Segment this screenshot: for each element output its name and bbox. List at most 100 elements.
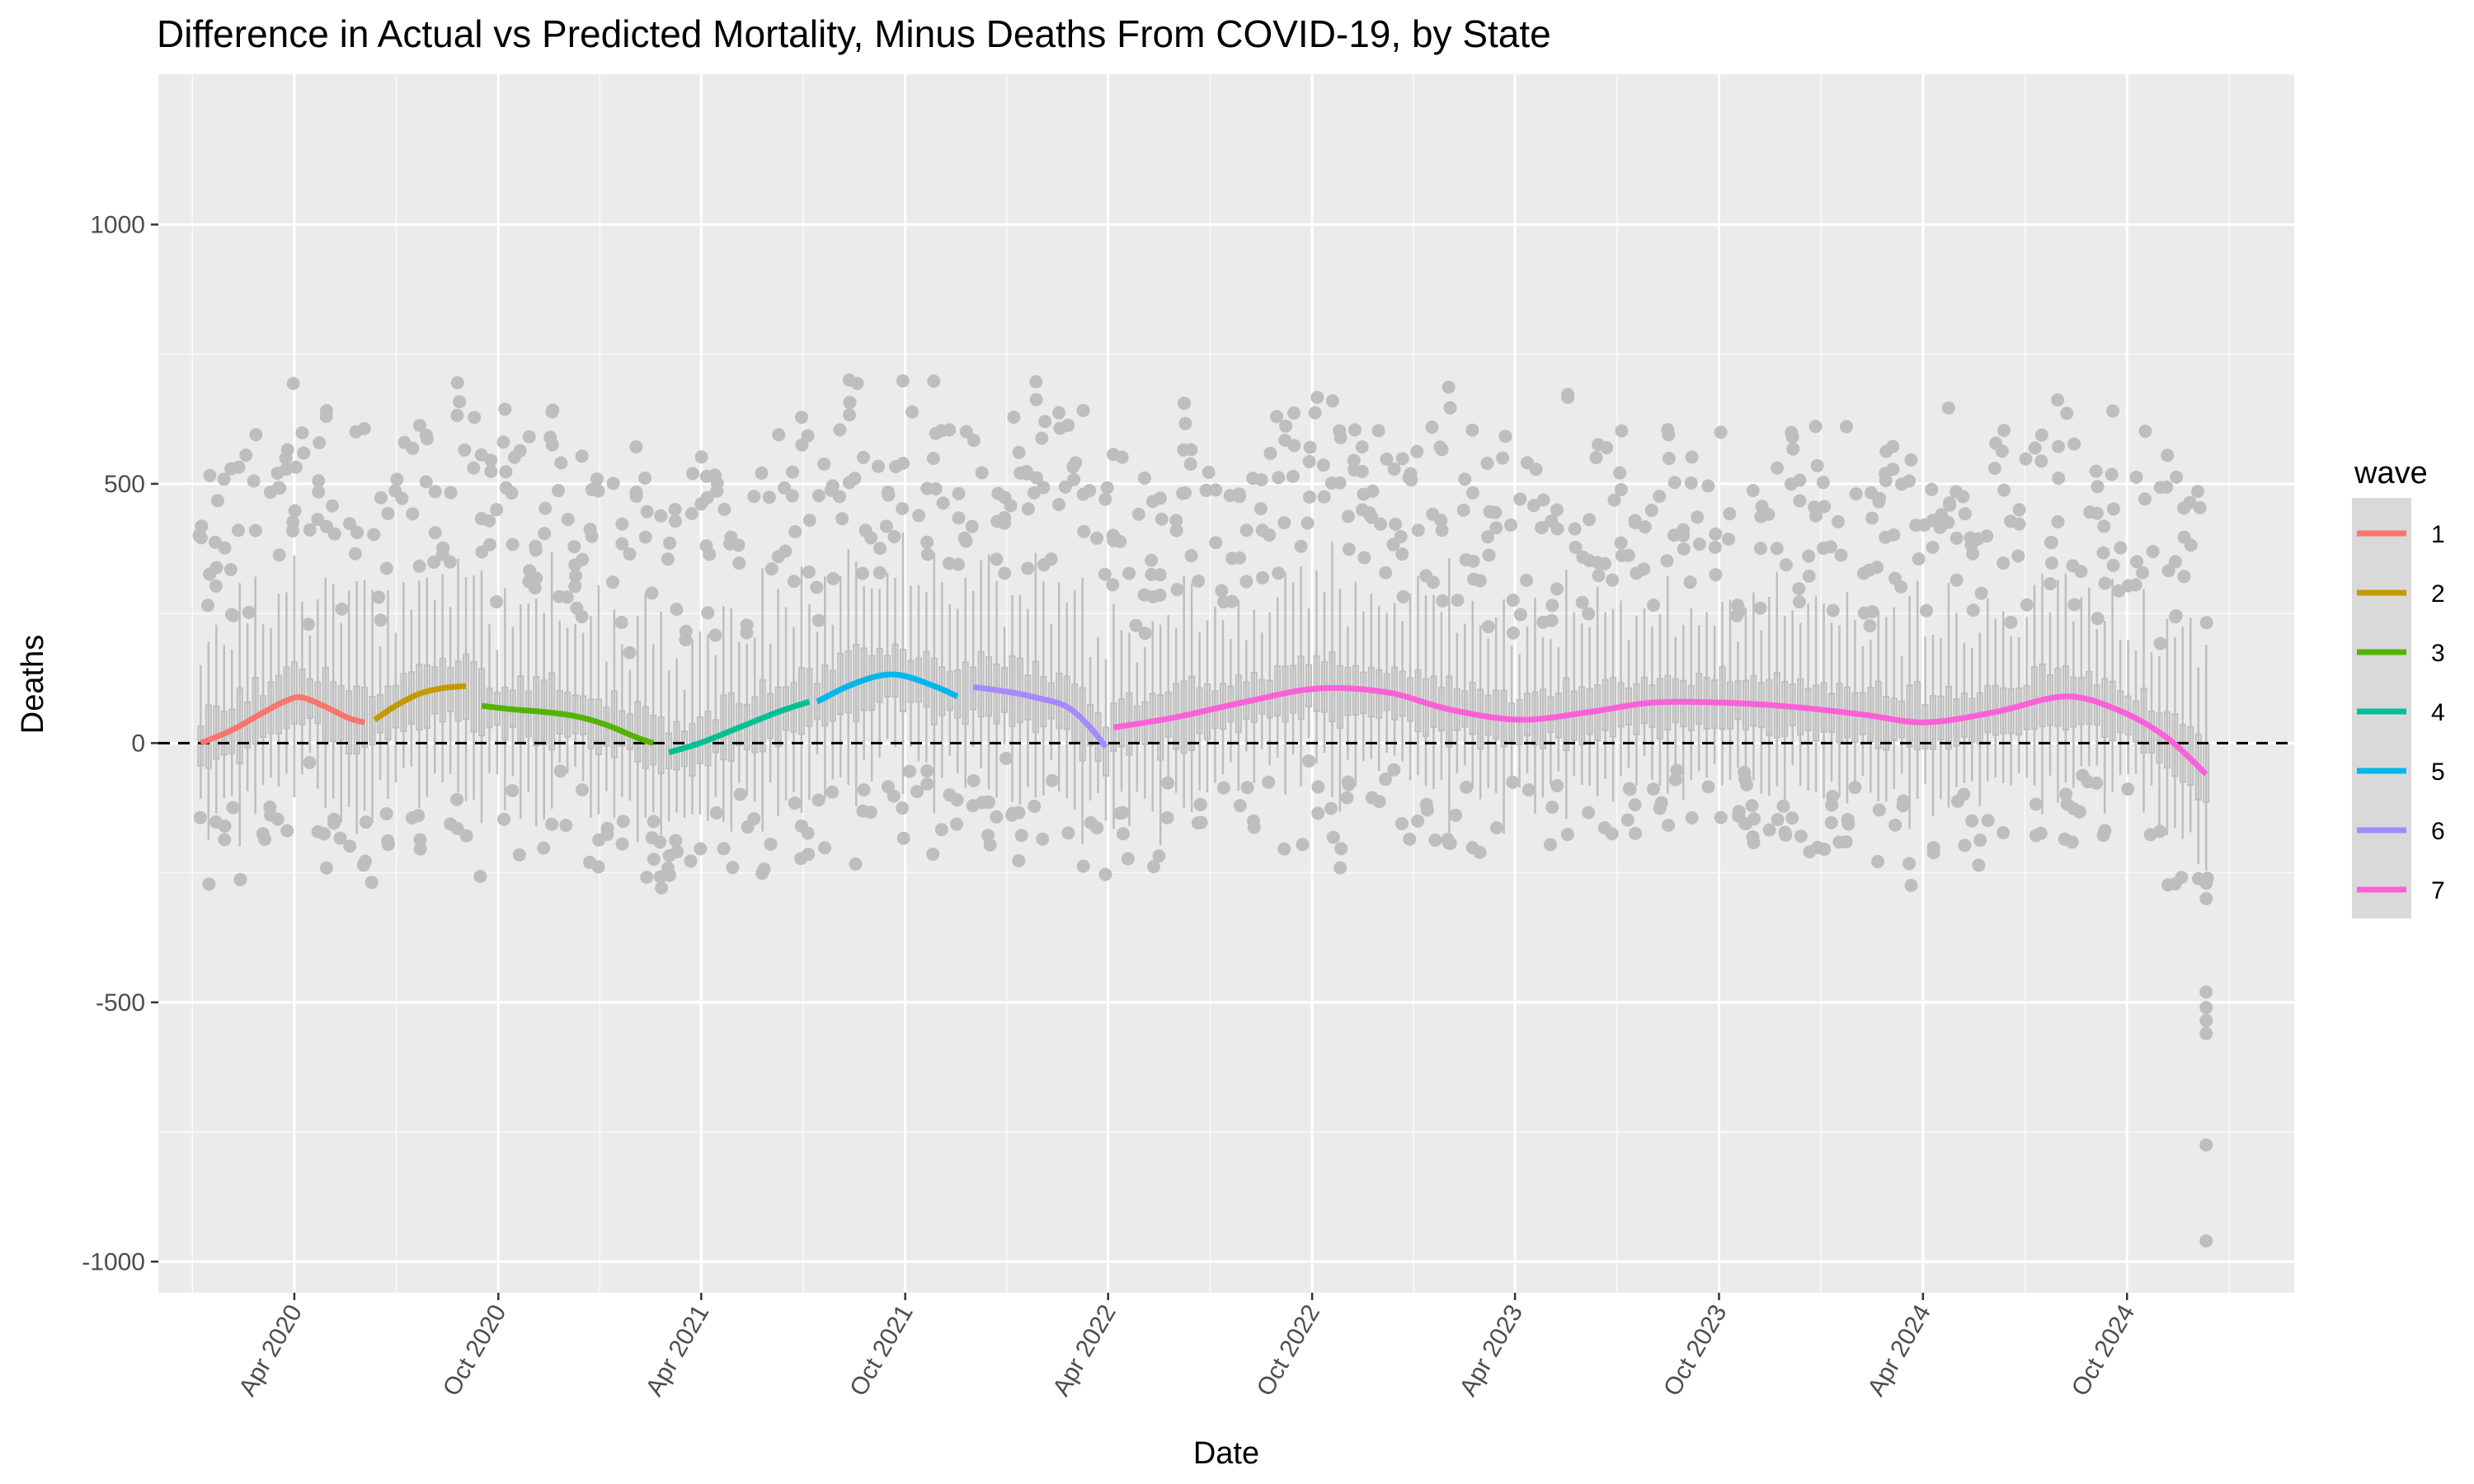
outlier-point <box>2067 598 2081 612</box>
outlier-point <box>1160 810 1174 824</box>
outlier-point <box>640 505 654 519</box>
outlier-point <box>2136 566 2150 580</box>
box-body <box>1602 679 1609 732</box>
outlier-point <box>670 845 684 859</box>
outlier-point <box>1152 849 1166 863</box>
outlier-point <box>1816 476 1830 490</box>
outlier-point <box>647 852 661 866</box>
outlier-point <box>1371 424 1385 438</box>
outlier-point <box>1263 446 1277 460</box>
box-body <box>1953 697 1960 747</box>
outlier-point <box>1778 825 1792 839</box>
outlier-point <box>419 428 433 442</box>
outlier-point <box>1848 781 1862 795</box>
outlier-point <box>1662 428 1676 442</box>
outlier-point <box>1333 424 1347 438</box>
outlier-point <box>1233 551 1247 565</box>
outlier-point <box>1886 463 1900 477</box>
outlier-point <box>614 615 628 629</box>
outlier-point <box>419 475 433 489</box>
outlier-point <box>413 833 427 847</box>
outlier-point <box>1966 547 1980 561</box>
box-body <box>2039 663 2046 728</box>
outlier-point <box>2193 500 2207 514</box>
outlier-point <box>1614 482 1628 496</box>
outlier-point <box>2028 441 2042 455</box>
outlier-point <box>249 428 263 442</box>
outlier-point <box>1504 518 1518 532</box>
outlier-point <box>818 841 832 855</box>
outlier-point <box>247 474 261 488</box>
outlier-point <box>1036 832 1050 846</box>
outlier-point <box>529 571 543 585</box>
y-tick-label: 1000 <box>90 211 145 238</box>
legend-key-background <box>2352 498 2411 918</box>
outlier-point <box>450 821 464 835</box>
outlier-point <box>910 785 924 799</box>
outlier-point <box>1129 618 1143 632</box>
outlier-point <box>559 819 573 833</box>
outlier-point <box>1302 454 1316 468</box>
outlier-point <box>1045 773 1059 787</box>
outlier-point <box>312 474 326 488</box>
outlier-point <box>1607 493 1621 507</box>
outlier-point <box>1522 783 1536 797</box>
outlier-point <box>218 819 232 833</box>
box-body <box>673 721 680 771</box>
outlier-point <box>835 512 849 526</box>
outlier-point <box>833 423 847 437</box>
outlier-point <box>912 509 926 523</box>
outlier-point <box>1169 524 1183 538</box>
outlier-point <box>1169 514 1183 528</box>
outlier-point <box>1326 830 1340 844</box>
outlier-point <box>288 504 302 518</box>
outlier-point <box>1550 503 1564 517</box>
outlier-point <box>959 425 973 439</box>
outlier-point <box>959 534 973 548</box>
outlier-point <box>1465 423 1479 437</box>
outlier-point <box>1058 480 1072 494</box>
box-body <box>346 690 353 755</box>
outlier-point <box>2199 1234 2213 1248</box>
outlier-point <box>1362 506 1376 520</box>
box-body <box>1851 692 1859 744</box>
outlier-point <box>1613 466 1627 480</box>
outlier-point <box>1870 561 1884 575</box>
outlier-point <box>1646 782 1660 796</box>
outlier-point <box>1746 483 1760 497</box>
legend: wave 1 2 3 4 5 6 7 <box>2352 456 2445 918</box>
outlier-point <box>2106 404 2120 418</box>
outlier-point <box>1637 562 1651 576</box>
outlier-point <box>1550 522 1564 536</box>
outlier-point <box>575 449 589 463</box>
outlier-point <box>887 529 901 543</box>
box-body <box>993 663 1000 725</box>
outlier-point <box>1839 420 1853 434</box>
outlier-point <box>443 555 457 569</box>
outlier-point <box>1395 817 1409 831</box>
outlier-point <box>606 477 620 491</box>
outlier-point <box>1311 806 1325 820</box>
outlier-point <box>1575 595 1589 609</box>
outlier-point <box>2129 470 2143 484</box>
outlier-point <box>248 524 262 538</box>
outlier-point <box>1865 511 1879 525</box>
outlier-point <box>1888 818 1903 832</box>
box-body <box>2031 665 2039 730</box>
outlier-point <box>459 829 473 843</box>
outlier-point <box>1824 815 1838 829</box>
outlier-point <box>699 539 713 553</box>
box-body <box>1493 689 1500 740</box>
y-tick-label: -500 <box>96 989 145 1017</box>
box-body <box>1719 665 1726 730</box>
outlier-point <box>1506 626 1520 640</box>
outlier-point <box>1153 568 1167 582</box>
outlier-point <box>303 755 317 769</box>
outlier-point <box>272 481 286 495</box>
outlier-point <box>1794 829 1808 843</box>
outlier-point <box>226 608 240 622</box>
outlier-point <box>1380 452 1394 466</box>
outlier-layer <box>192 373 2214 1248</box>
outlier-point <box>896 501 910 515</box>
